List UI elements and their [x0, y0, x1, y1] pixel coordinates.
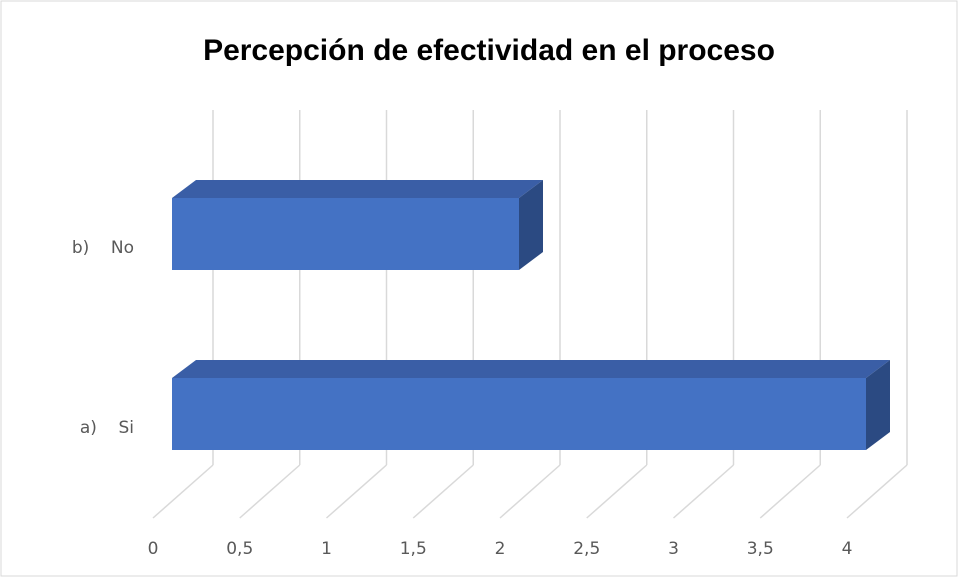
x-tick-label: 1 — [321, 539, 332, 559]
bar-side — [519, 180, 543, 270]
x-tick-label: 3 — [668, 539, 679, 559]
bar — [172, 198, 519, 270]
floor-grid-line — [239, 464, 301, 519]
floor-grid-line — [846, 464, 908, 519]
floor-grid-line — [499, 464, 561, 519]
floor-grid-line — [152, 464, 214, 519]
floor-grid-line — [673, 464, 734, 519]
x-tick-label: 3,5 — [747, 539, 774, 559]
floor-grid-line — [412, 464, 474, 519]
x-tick-label: 2 — [495, 539, 506, 559]
x-tick-label: 1,5 — [400, 539, 427, 559]
bar-top — [172, 180, 543, 198]
chart-title: Percepción de efectividad en el proceso — [203, 34, 775, 67]
bar — [172, 378, 866, 450]
x-tick-label: 2,5 — [573, 539, 600, 559]
x-tick-label: 0,5 — [226, 539, 253, 559]
bar-side — [866, 360, 890, 450]
y-tick-label: b) No — [72, 238, 134, 258]
floor-grid-line — [326, 464, 387, 519]
y-tick-label: a) Si — [80, 418, 134, 438]
x-tick-label: 4 — [842, 539, 853, 559]
bar-top — [172, 360, 890, 378]
x-tick-label: 0 — [148, 539, 159, 559]
floor-grid-line — [586, 464, 648, 519]
floor-grid-line — [759, 464, 821, 519]
